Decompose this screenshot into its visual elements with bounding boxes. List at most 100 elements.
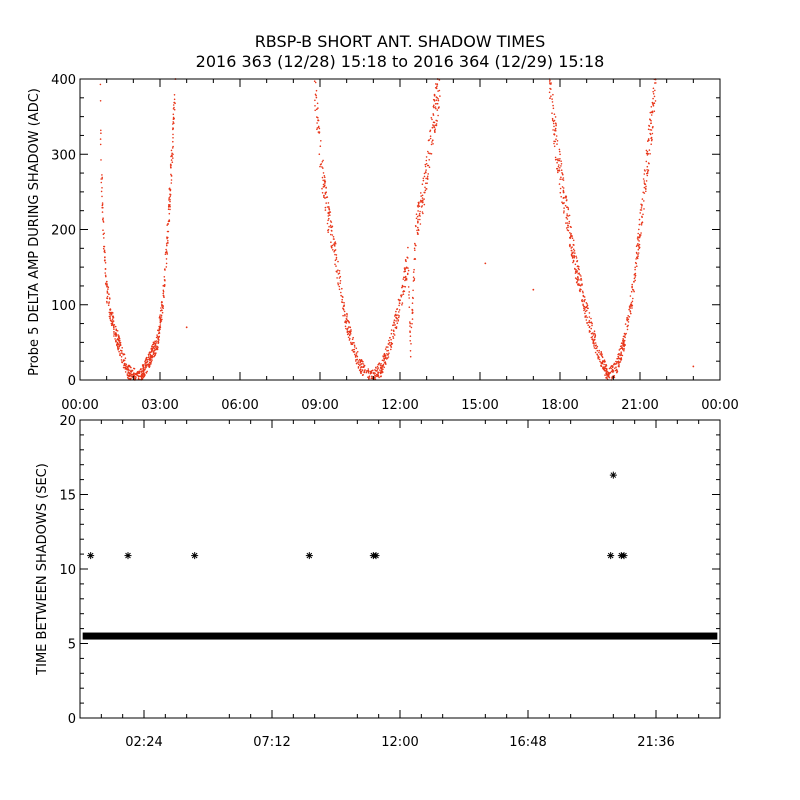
amplitude-point [643,200,645,202]
amplitude-point [156,334,158,336]
amplitude-point [650,143,652,145]
amplitude-point [626,325,629,328]
amplitude-point [116,338,118,341]
amplitude-point [402,278,405,280]
amplitude-point [106,300,108,303]
amplitude-point [166,252,168,254]
amplitude-point [337,282,339,284]
amplitude-point [392,329,395,332]
amplitude-point [600,362,603,364]
amplitude-point [152,353,155,355]
amplitude-point [582,291,584,294]
amplitude-point [574,272,577,274]
amplitude-point [626,318,628,321]
amplitude-point [120,356,123,358]
amplitude-point [352,349,354,351]
amplitude-point [338,270,341,272]
amplitude-point [634,279,636,282]
amplitude-point [637,244,640,247]
amplitude-point [321,161,324,163]
amplitude-point [417,229,420,232]
amplitude-point [319,145,322,147]
amplitude-point [135,376,137,378]
amplitude-point [408,297,411,299]
amplitude-point [560,176,562,179]
amplitude-point [333,244,336,246]
amplitude-y-axis-label: Probe 5 DELTA AMP DURING SHADOW (ADC) [27,88,42,376]
amplitude-point [584,310,587,313]
amplitude-point [638,223,641,226]
amplitude-point [591,336,594,338]
amplitude-point [403,285,405,288]
amplitude-point [401,286,403,289]
amplitude-point [570,235,572,238]
amplitude-point [122,360,125,362]
amplitude-point [551,98,553,100]
amplitude-point [611,368,614,371]
amplitude-point [634,268,636,271]
amplitude-point [387,354,390,356]
amplitude-point [168,197,171,199]
amplitude-point [113,328,115,331]
amplitude-point [110,322,113,325]
amplitude-point [126,374,129,377]
amplitude-point [598,358,601,361]
amplitude-point [168,204,170,206]
amplitude-point [325,191,327,194]
amplitude-point [651,132,654,135]
amplitude-point [652,105,655,107]
amplitude-point [331,234,334,236]
amplitude-point [382,355,385,358]
amplitude-point [566,214,568,217]
amplitude-point [438,106,440,108]
amplitude-point [165,262,168,265]
amplitude-point [650,139,653,142]
amplitude-point [133,367,136,370]
amplitude-point [367,370,370,373]
amplitude-point [649,153,651,155]
amplitude-point [109,315,112,317]
amplitude-point [149,356,151,359]
amplitude-point [348,334,351,337]
amplitude-point [407,269,410,272]
amplitude-point [114,325,117,328]
amplitude-point [647,139,650,142]
amplitude-point [379,364,382,367]
amplitude-point [596,353,599,356]
amplitude-axes: 00:00 03:00 06:00 09:00 12:00 15:00 18:00 21:00… [51,73,739,413]
amplitude-point [101,203,104,206]
amplitude-point [330,245,333,247]
amplitude-point [393,324,395,326]
amplitude-point [417,222,419,224]
amplitude-point [343,310,346,313]
amplitude-point [594,351,597,354]
amplitude-point [426,182,428,184]
amplitude-point [619,345,622,348]
amplitude-point [565,197,567,199]
amplitude-point [102,229,104,231]
amplitude-point [327,231,330,233]
amplitude-point [633,277,636,280]
amplitude-point [560,169,563,171]
amplitude-point [331,225,334,228]
amplitude-point [624,334,627,336]
amplitude-point [153,342,156,344]
interval-x-tick-label: 02:24 [125,735,162,750]
amplitude-point [577,265,579,267]
amplitude-point [409,355,412,358]
amplitude-point [120,350,123,352]
amplitude-point [620,352,622,355]
amplitude-point [321,176,324,179]
amplitude-point [604,374,606,376]
amplitude-point [140,371,143,373]
amplitude-point [104,272,106,274]
amplitude-point [367,368,370,370]
amplitude-point [365,371,368,374]
amplitude-point [328,217,330,220]
amplitude-point [346,330,349,332]
amplitude-point [381,365,383,367]
amplitude-point [554,129,556,132]
amplitude-point [411,296,414,299]
amplitude-point [417,220,419,223]
amplitude-point [575,268,577,271]
